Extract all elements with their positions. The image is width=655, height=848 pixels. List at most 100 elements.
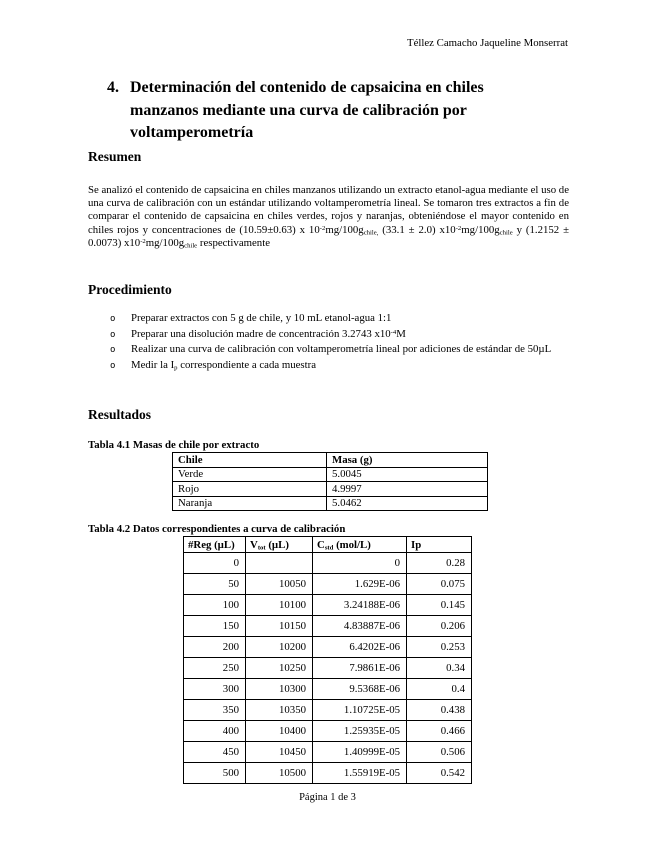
sub-text: p — [174, 364, 178, 372]
table-cell: Verde — [172, 466, 327, 482]
table-row: 50 10050 1.629E-06 0.075 — [183, 573, 472, 595]
column-header-chile: Chile — [172, 452, 327, 468]
text-run: mg/100g — [325, 223, 364, 236]
list-item-text: Medir la Ip correspondiente a cada muest… — [131, 359, 570, 374]
table-cell: 400 — [183, 720, 246, 742]
sub-text: chile — [499, 229, 513, 237]
table-cell: 200 — [183, 636, 246, 658]
table-row: 100 10100 3.24188E-06 0.145 — [183, 594, 472, 616]
table-cell: 5.0462 — [326, 495, 488, 511]
table-cell: 100 — [183, 594, 246, 616]
list-item-text: Preparar una disolución madre de concent… — [131, 328, 570, 343]
text-run: mg/100g — [461, 223, 500, 236]
table-masas-body: Verde 5.0045 Rojo 4.9997 Naranja 5.0462 — [172, 466, 488, 511]
table-cell: 10200 — [245, 636, 313, 658]
table-cell: 5.0045 — [326, 466, 488, 482]
list-item-text: Preparar extractos con 5 g de chile, y 1… — [131, 312, 570, 327]
table-cell: 300 — [183, 678, 246, 700]
column-header-masa: Masa (g) — [326, 452, 488, 468]
table-cell: 10050 — [245, 573, 313, 595]
text-run: C — [317, 538, 325, 551]
bullet-icon: o — [110, 345, 116, 355]
table-cell: 0.4 — [406, 678, 472, 700]
list-item: o Medir la Ip correspondiente a cada mue… — [110, 359, 570, 374]
table-row: Verde 5.0045 — [172, 466, 488, 482]
sub-text: std — [324, 544, 334, 552]
text-run: M — [396, 327, 406, 340]
table-cell: Rojo — [172, 481, 327, 497]
title-text: Determinación del contenido de capsaicin… — [130, 79, 484, 141]
text-run: mg/100g — [145, 236, 185, 249]
text-run: V — [250, 538, 258, 551]
table-cell: 0.28 — [406, 552, 472, 574]
column-header-vtot: Vtot (µL) — [245, 536, 313, 553]
title-number: 4. — [107, 79, 119, 96]
text-run: Realizar una curva de calibración con vo… — [131, 343, 552, 355]
table-cell: 10500 — [245, 762, 313, 784]
column-header-ip: Ip — [406, 536, 472, 553]
table-cell: 0.542 — [406, 762, 472, 784]
table-cell: 10300 — [245, 678, 313, 700]
sub-text: tot — [257, 544, 266, 552]
table-row: 300 10300 9.5368E-06 0.4 — [183, 678, 472, 700]
sup-text: -2 — [319, 224, 326, 232]
table-cell: 0.145 — [406, 594, 472, 616]
table-cell: 1.10725E-05 — [312, 699, 407, 721]
table-row: 350 10350 1.10725E-05 0.438 — [183, 699, 472, 721]
sup-text: -2 — [140, 237, 146, 245]
text-run: correspondiente a cada muestra — [177, 358, 317, 371]
table-cell: 0.253 — [406, 636, 472, 658]
table-calibracion: #Reg (µL) Vtot (µL) Cstd (mol/L) Ip 0 0 0.… — [183, 536, 472, 784]
page-number: Página 1 de 3 — [299, 792, 356, 803]
header-author: Téllez Camacho Jaqueline Monserrat — [407, 37, 568, 49]
text-run: (µL) — [265, 538, 289, 551]
table-cell: 3.24188E-06 — [312, 594, 407, 616]
sub-text: chile, — [363, 229, 379, 237]
table-cell: 10450 — [245, 741, 313, 763]
table-cell: 0.206 — [406, 615, 472, 637]
list-item: o Preparar una disolución madre de conce… — [110, 328, 570, 343]
text-run: (33.1 ± 2.0) x10 — [378, 223, 456, 236]
table-cell: 10400 — [245, 720, 313, 742]
table-cell — [245, 552, 313, 574]
table-cell: 4.83887E-06 — [312, 615, 407, 637]
table-cell: 10350 — [245, 699, 313, 721]
table-row: 400 10400 1.25935E-05 0.466 — [183, 720, 472, 742]
table-cell: 1.629E-06 — [312, 573, 407, 595]
table-masas-caption: Tabla 4.1 Masas de chile por extracto — [88, 439, 260, 451]
bullet-icon: o — [110, 329, 116, 340]
table-cell: 10150 — [245, 615, 313, 637]
text-run: respectivamente — [197, 236, 270, 249]
table-cell: 1.55919E-05 — [312, 762, 407, 784]
table-cell: 250 — [183, 657, 246, 679]
table-cell: 10250 — [245, 657, 313, 679]
sub-text: chile — [184, 242, 198, 250]
table-cell: 0.075 — [406, 573, 472, 595]
section-heading-resultados: Resultados — [88, 407, 152, 422]
table-cell: 0 — [312, 552, 407, 574]
table-cell: 0.438 — [406, 699, 472, 721]
list-item-text: Realizar una curva de calibración con vo… — [131, 343, 570, 358]
table-cell: 0.34 — [406, 657, 472, 679]
text-run: Se analizó el contenido de capsaicina en… — [88, 184, 569, 236]
table-header-row: #Reg (µL) Vtot (µL) Cstd (mol/L) Ip — [183, 536, 472, 553]
text-run: Ip — [411, 538, 422, 551]
table-cell: 150 — [183, 615, 246, 637]
table-cell: 450 — [183, 741, 246, 763]
table-cell: 0.466 — [406, 720, 472, 742]
table-header-row: Chile Masa (g) — [172, 452, 488, 468]
text-run: (mol/L) — [333, 538, 371, 551]
table-cell: 9.5368E-06 — [312, 678, 407, 700]
table-cell: 6.4202E-06 — [312, 636, 407, 658]
table-row: 150 10150 4.83887E-06 0.206 — [183, 615, 472, 637]
table-cell: 1.25935E-05 — [312, 720, 407, 742]
table-cell: 500 — [183, 762, 246, 784]
text-run: Preparar extractos con 5 g de chile, y 1… — [131, 312, 392, 324]
table-row: 0 0 0.28 — [183, 552, 472, 574]
document-title: 4. Determinación del contenido de capsai… — [107, 77, 531, 145]
section-heading-resumen: Resumen — [88, 149, 142, 164]
table-row: 250 10250 7.9861E-06 0.34 — [183, 657, 472, 679]
table-cell: 0.506 — [406, 741, 472, 763]
table-row: 450 10450 1.40999E-05 0.506 — [183, 741, 472, 763]
